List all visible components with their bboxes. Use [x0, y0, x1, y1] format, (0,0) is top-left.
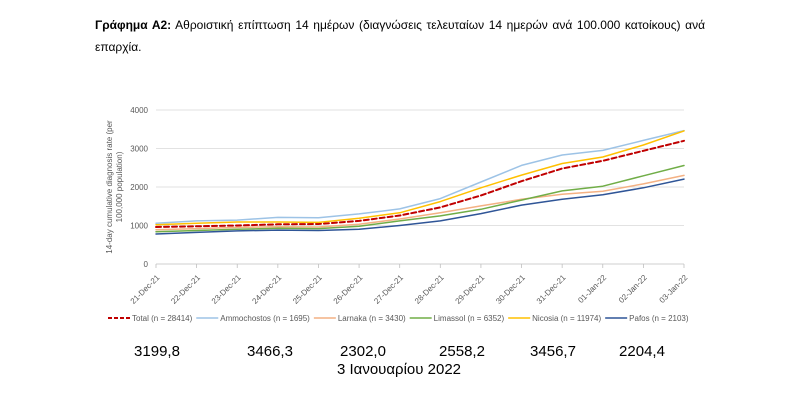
x-tick-label: 22-Dec-21 — [169, 273, 202, 306]
summary-date: 3 Ιανουαρίου 2022 — [336, 361, 462, 378]
x-tick-label: 21-Dec-21 — [129, 273, 162, 306]
x-tick-label: 23-Dec-21 — [210, 273, 243, 306]
legend-entry-1: Ammochostos (n = 1695) — [220, 314, 310, 323]
x-tick-label: 24-Dec-21 — [250, 273, 283, 306]
x-tick-label: 31-Dec-21 — [535, 273, 568, 306]
series-line-0 — [155, 139, 685, 228]
series-line-4 — [155, 130, 685, 226]
x-tick-label: 02-Jan-22 — [617, 273, 649, 305]
x-tick-label: 29-Dec-21 — [454, 273, 487, 306]
y-tick-label: 4000 — [130, 106, 148, 115]
x-tick-label: 26-Dec-21 — [332, 273, 365, 306]
x-tick-label: 01-Jan-22 — [576, 273, 608, 305]
summary-value: 2558,2 — [439, 343, 485, 360]
legend-entry-5: Pafos (n = 2103) — [629, 314, 689, 323]
summary-value: 3466,3 — [247, 343, 293, 360]
caption-text: Αθροιστική επίπτωση 14 ημέρων (διαγνώσει… — [95, 18, 706, 54]
legend-entry-0: Total (n = 28414) — [132, 314, 193, 323]
y-tick-label: 3000 — [130, 145, 148, 154]
x-tick-label: 03-Jan-22 — [658, 273, 690, 305]
summary-value: 2204,4 — [619, 343, 665, 360]
x-tick-label: 27-Dec-21 — [372, 273, 405, 306]
y-axis-label: 14-day cumulative diagnosis rate (per100… — [105, 120, 124, 254]
x-tick-label: 28-Dec-21 — [413, 273, 446, 306]
legend-entry-2: Larnaka (n = 3430) — [338, 314, 406, 323]
legend-entry-3: Limassol (n = 6352) — [434, 314, 505, 323]
series-line-2 — [155, 174, 685, 231]
summary-value: 3456,7 — [530, 343, 576, 360]
series-line-3 — [155, 164, 685, 233]
caption-label: Γράφημα Α2: — [95, 18, 172, 32]
y-tick-label: 1000 — [130, 222, 148, 231]
series-line-1 — [155, 129, 685, 224]
legend-entry-4: Nicosia (n = 11974) — [532, 314, 601, 323]
x-tick-label: 30-Dec-21 — [494, 273, 527, 306]
y-tick-label: 2000 — [130, 183, 148, 192]
series-line-5 — [155, 178, 685, 235]
summary-value: 3199,8 — [134, 343, 180, 360]
figure-caption: Γράφημα Α2: Αθροιστική επίπτωση 14 ημέρω… — [95, 14, 705, 58]
y-tick-label: 0 — [144, 260, 149, 269]
x-tick-label: 25-Dec-21 — [291, 273, 324, 306]
summary-value: 2302,0 — [340, 343, 386, 360]
